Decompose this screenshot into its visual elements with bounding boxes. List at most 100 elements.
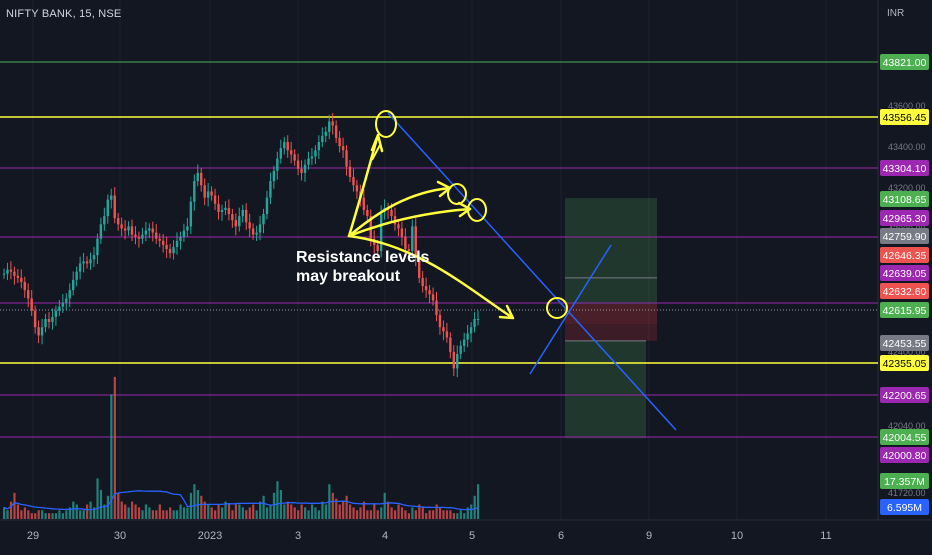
symbol-title[interactable]: NIFTY BANK, 15, NSE [6,8,122,20]
time-tick-label: 6 [558,530,564,542]
volume-bar [283,504,286,519]
price-label-text: 43304.10 [883,163,927,175]
volume-bar [75,504,78,519]
volume-bar [231,510,234,519]
candle-body [331,121,334,126]
candle-body [307,158,310,165]
candle-body [165,244,168,250]
volume-bar [387,501,390,519]
candle-body [411,226,414,252]
volume-bar [297,510,300,519]
volume-bar [82,510,85,519]
time-tick-label: 9 [646,530,652,542]
volume-bar [449,510,452,519]
highlight-circle [447,183,467,205]
price-label-badge [880,265,929,281]
volume-bar [290,504,293,519]
volume-bar [349,504,352,519]
candle-body [469,327,473,334]
volume-bar [300,504,303,519]
candle-body [85,261,89,264]
volume-bar [438,507,442,519]
candle-body [179,236,182,241]
volume-bar [79,510,82,519]
annotation-arrow [347,201,472,238]
volume-bar [314,507,317,519]
volume-bar [428,510,431,519]
volume-bar [304,507,307,519]
volume-bar [96,478,99,519]
candle-body [217,203,220,212]
annotation-arrow [371,144,381,161]
time-axis: 29 30 2023 3 4 5 6 9 10 11 [27,530,832,542]
volume-bar [279,490,282,519]
candle-body [44,319,47,328]
candle-body [161,240,165,245]
candle-body [47,319,51,323]
volume-bar [3,507,6,519]
volume-bar [276,481,279,519]
candle-body [286,142,289,151]
volume-bar [411,507,414,519]
candle-body [283,142,286,149]
candle-body [189,201,193,227]
candle-body [476,319,480,320]
volume-bar [200,495,203,519]
position-stop-zone [565,304,657,325]
volume-bar [16,504,20,519]
volume-bar [137,507,141,519]
candle-body [123,228,127,231]
volume-bar [144,504,148,519]
volume-bar [27,510,30,519]
candle-body [203,185,206,198]
candle-body [258,224,262,233]
candle-body [168,249,172,254]
candle-body [141,234,144,239]
candle-body [348,166,352,178]
annotation-arrow [347,234,515,320]
candle-body [241,209,244,217]
position-target-zone [565,198,657,305]
volume-bar [400,507,404,519]
candle-body [193,181,196,202]
candle-body [2,273,6,275]
price-label-badge [880,335,929,351]
candle-body [334,125,338,138]
currency-label[interactable]: INR [887,8,905,19]
candle-body [314,150,317,157]
volume-bar [61,513,65,519]
volume-bar [307,510,310,519]
candle-body [279,148,282,159]
candle-body [182,230,186,237]
candle-body [58,306,61,311]
volume-bar [148,507,151,519]
candle-body [213,195,217,204]
price-label-text: 42759.90 [883,231,927,243]
volume-bar [151,510,154,519]
candle-body [186,226,189,231]
volume-bar [65,510,68,519]
time-tick-label: 30 [114,530,126,542]
candle-body [473,319,476,328]
candle-body [459,345,462,354]
candle-body [407,249,411,252]
time-tick-label: 29 [27,530,39,542]
volume-bar [452,513,455,519]
volume-bar [54,513,58,519]
volume-bar [89,501,92,519]
time-tick-label: 2023 [198,530,222,542]
candle-body [435,300,438,315]
volume-bar [58,510,61,519]
volume-bar [106,495,109,519]
volume-bar [162,510,165,519]
volume-bar [390,507,393,519]
volume-bar [51,513,54,519]
volume-bar [207,504,210,519]
price-tick-label: 43400.00 [888,142,926,152]
volume-bar [338,504,341,519]
volume-bar [224,501,227,519]
candle-body [300,168,303,173]
volume-bar [255,510,258,519]
